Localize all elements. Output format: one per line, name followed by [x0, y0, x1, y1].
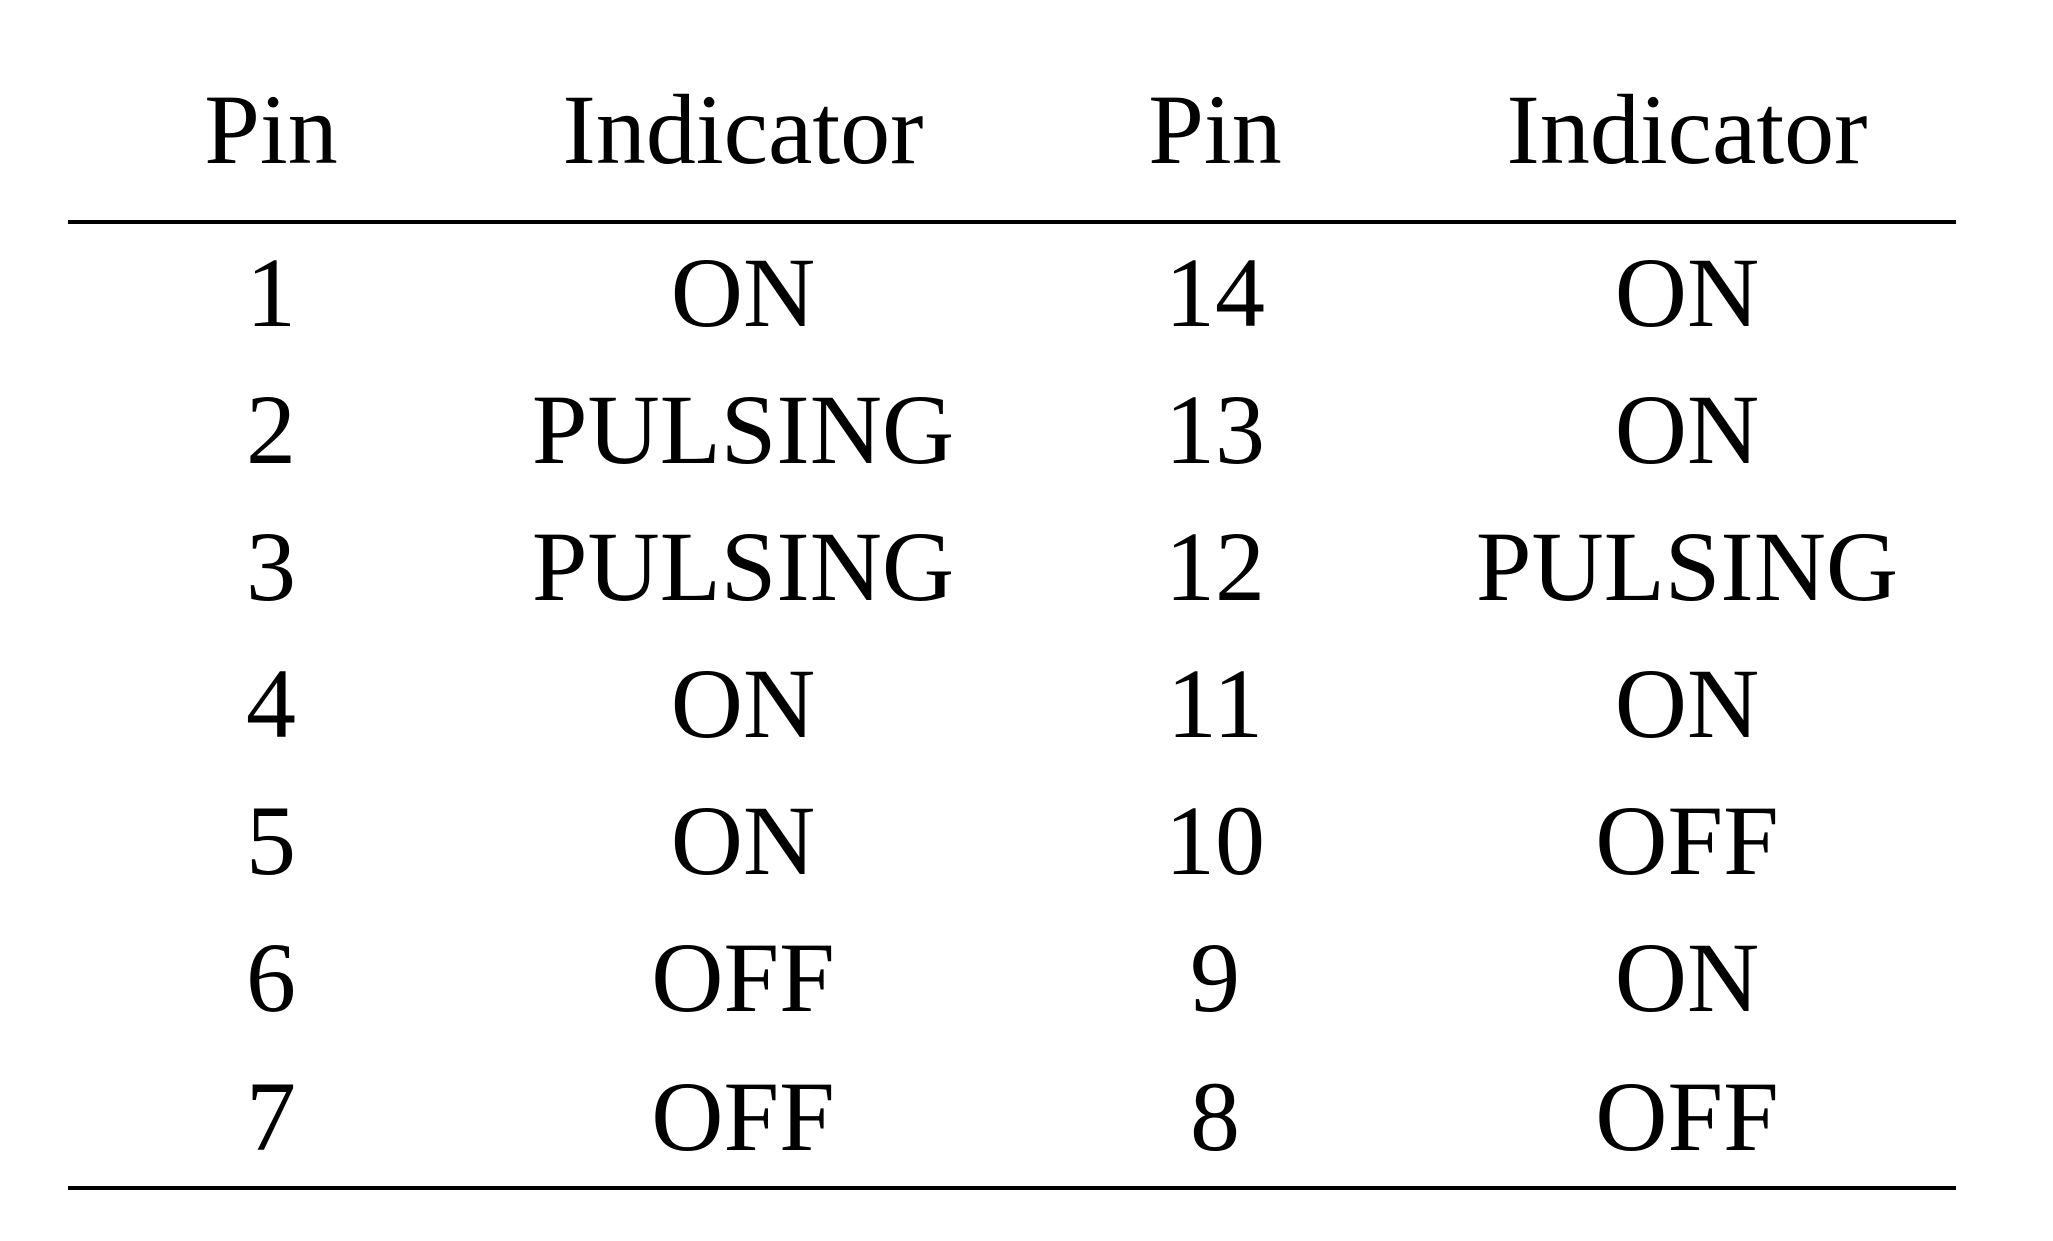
table-row: 5 ON 10 OFF: [68, 772, 1956, 909]
pin-indicator-table-container: Pin Indicator Pin Indicator 1 ON 14 ON 2…: [68, 58, 1956, 1190]
indicator-cell: PULSING: [1475, 511, 1899, 622]
indicator-cell: PULSING: [531, 374, 955, 485]
pin-cell: 11: [1166, 648, 1264, 759]
header-pin-left: Pin: [204, 74, 338, 185]
indicator-cell: ON: [1614, 374, 1760, 485]
table-row: 3 PULSING 12 PULSING: [68, 498, 1956, 635]
indicator-cell: ON: [1614, 237, 1760, 348]
pin-cell: 2: [246, 374, 296, 485]
indicator-cell: OFF: [1418, 1046, 1956, 1190]
pin-cell: 6: [246, 922, 296, 1033]
header-row: Pin Indicator Pin Indicator: [68, 58, 1956, 222]
indicator-cell: OFF: [1595, 785, 1779, 896]
indicator-cell: ON: [670, 237, 816, 348]
pin-cell: 13: [1165, 374, 1265, 485]
indicator-cell: ON: [670, 648, 816, 759]
indicator-cell: OFF: [474, 1046, 1012, 1190]
pin-cell: 3: [246, 511, 296, 622]
indicator-cell: OFF: [651, 922, 835, 1033]
pin-cell: 14: [1165, 237, 1265, 348]
table-row: 6 OFF 9 ON: [68, 909, 1956, 1046]
pin-cell: 1: [246, 237, 296, 348]
header-indicator-right: Indicator: [1506, 74, 1868, 185]
pin-cell: 9: [1190, 922, 1240, 1033]
pin-cell: 12: [1165, 511, 1265, 622]
table-row: 7 OFF 8 OFF: [68, 1046, 1956, 1190]
table-header: Pin Indicator Pin Indicator: [68, 58, 1956, 222]
header-pin-right: Pin: [1148, 74, 1282, 185]
pin-cell: 10: [1165, 785, 1265, 896]
indicator-cell: ON: [1614, 648, 1760, 759]
indicator-cell: PULSING: [531, 511, 955, 622]
pin-cell: 7: [68, 1046, 474, 1190]
table-row: 1 ON 14 ON: [68, 222, 1956, 361]
table-row: 4 ON 11 ON: [68, 635, 1956, 772]
pin-cell: 8: [1012, 1046, 1418, 1190]
indicator-cell: ON: [1614, 922, 1760, 1033]
indicator-cell: ON: [670, 785, 816, 896]
table-row: 2 PULSING 13 ON: [68, 361, 1956, 498]
table-body: 1 ON 14 ON 2 PULSING 13 ON 3 PULSING 12 …: [68, 222, 1956, 1190]
pin-indicator-table: Pin Indicator Pin Indicator 1 ON 14 ON 2…: [68, 58, 1956, 1190]
pin-cell: 5: [246, 785, 296, 896]
header-indicator-left: Indicator: [562, 74, 924, 185]
pin-cell: 4: [246, 648, 296, 759]
